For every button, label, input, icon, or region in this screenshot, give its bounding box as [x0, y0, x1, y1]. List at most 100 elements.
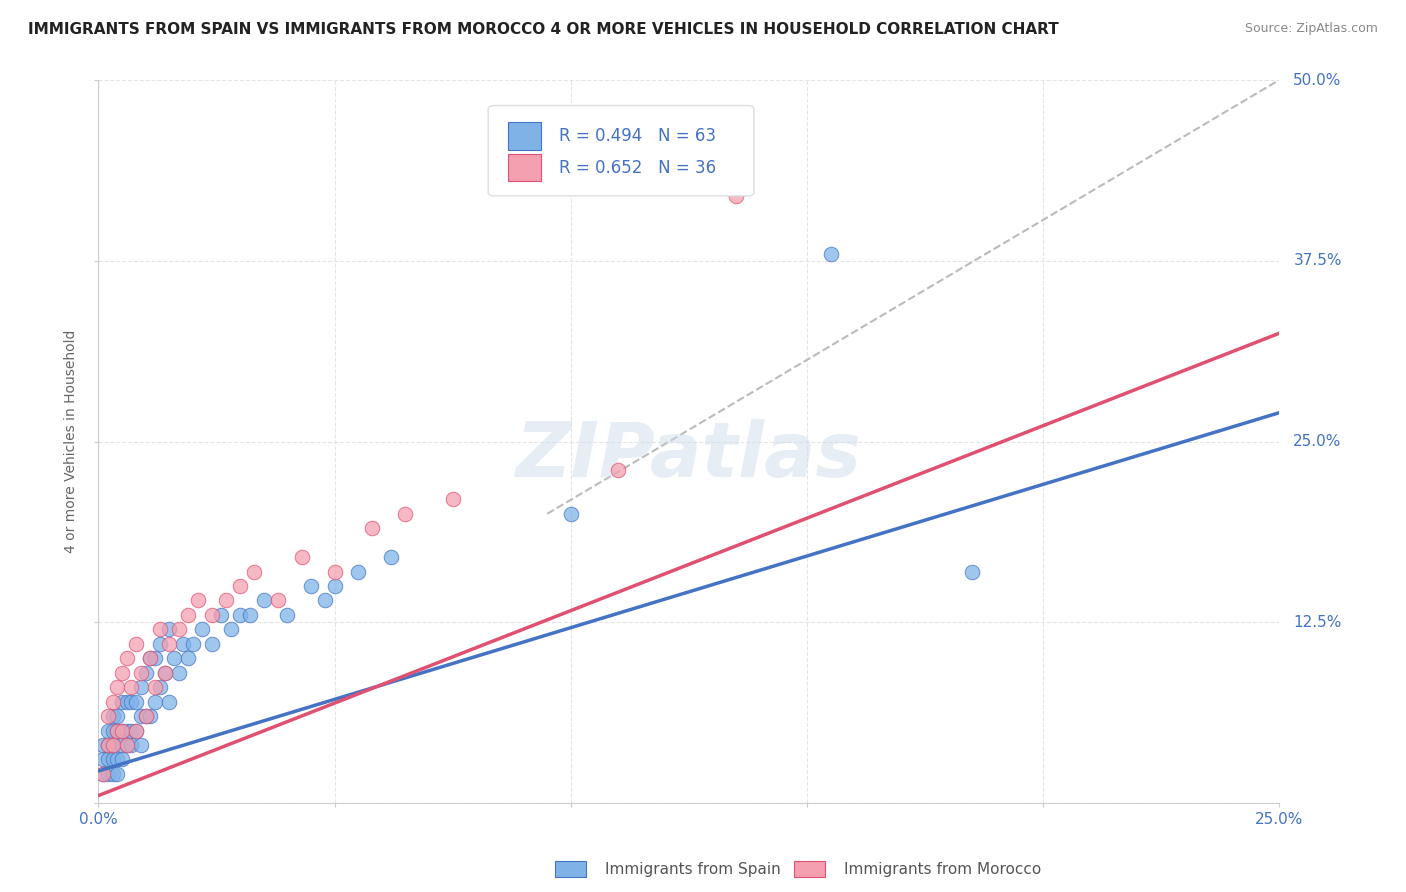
Point: [323, 579, 346, 593]
Point: [177, 607, 200, 622]
Point: [121, 723, 143, 738]
Point: [101, 767, 124, 781]
Point: [209, 607, 232, 622]
Text: Immigrants from Spain: Immigrants from Spain: [605, 863, 780, 877]
Point: [143, 680, 166, 694]
Point: [105, 767, 128, 781]
Point: [91, 767, 114, 781]
Point: [101, 709, 124, 723]
Point: [91, 767, 114, 781]
Text: 12.5%: 12.5%: [1294, 615, 1341, 630]
Point: [135, 709, 157, 723]
Point: [111, 723, 134, 738]
Bar: [508, 122, 541, 150]
Point: [125, 695, 148, 709]
Point: [191, 623, 214, 637]
Text: 37.5%: 37.5%: [1294, 253, 1341, 268]
Point: [91, 752, 114, 766]
Point: [111, 665, 134, 680]
Point: [121, 738, 143, 752]
Point: [101, 695, 124, 709]
Point: [105, 723, 128, 738]
Point: [172, 637, 194, 651]
Point: [97, 723, 120, 738]
Point: [215, 593, 238, 607]
Point: [157, 623, 180, 637]
Point: [125, 637, 148, 651]
Point: [105, 752, 128, 766]
Point: [560, 507, 582, 521]
Point: [129, 738, 152, 752]
Point: [347, 565, 370, 579]
Point: [323, 565, 346, 579]
Point: [153, 665, 176, 680]
Point: [129, 709, 152, 723]
Point: [121, 680, 143, 694]
Point: [111, 738, 134, 752]
Point: [101, 752, 124, 766]
Point: [111, 695, 134, 709]
Point: [276, 607, 298, 622]
Point: [115, 651, 138, 665]
Point: [607, 463, 630, 477]
Text: 25.0%: 25.0%: [1294, 434, 1341, 449]
Point: [239, 607, 262, 622]
Point: [97, 767, 120, 781]
Point: [143, 651, 166, 665]
Point: [201, 607, 224, 622]
Point: [153, 665, 176, 680]
Point: [157, 637, 180, 651]
Point: [135, 709, 157, 723]
Point: [139, 709, 162, 723]
Text: IMMIGRANTS FROM SPAIN VS IMMIGRANTS FROM MOROCCO 4 OR MORE VEHICLES IN HOUSEHOLD: IMMIGRANTS FROM SPAIN VS IMMIGRANTS FROM…: [28, 22, 1059, 37]
Point: [201, 637, 224, 651]
Point: [299, 579, 322, 593]
Point: [394, 507, 416, 521]
Point: [115, 695, 138, 709]
Point: [125, 723, 148, 738]
Point: [820, 246, 842, 260]
Point: [97, 752, 120, 766]
Point: [290, 550, 312, 565]
Point: [101, 723, 124, 738]
Point: [97, 738, 120, 752]
Point: [91, 738, 114, 752]
Point: [243, 565, 266, 579]
Point: [101, 738, 124, 752]
Point: [163, 651, 186, 665]
Point: [125, 723, 148, 738]
Text: Immigrants from Morocco: Immigrants from Morocco: [844, 863, 1040, 877]
Text: 50.0%: 50.0%: [1294, 73, 1341, 87]
Point: [115, 738, 138, 752]
Point: [135, 665, 157, 680]
Point: [121, 695, 143, 709]
Point: [115, 723, 138, 738]
Text: R = 0.652   N = 36: R = 0.652 N = 36: [560, 159, 716, 177]
Point: [219, 623, 242, 637]
Point: [149, 680, 172, 694]
Point: [167, 623, 190, 637]
Point: [157, 695, 180, 709]
Point: [129, 680, 152, 694]
Point: [187, 593, 209, 607]
Point: [105, 709, 128, 723]
Point: [111, 752, 134, 766]
Point: [149, 623, 172, 637]
Point: [139, 651, 162, 665]
Point: [962, 565, 984, 579]
Point: [229, 607, 252, 622]
Point: [149, 637, 172, 651]
Point: [314, 593, 336, 607]
Point: [167, 665, 190, 680]
Point: [253, 593, 276, 607]
Point: [105, 680, 128, 694]
Point: [129, 665, 152, 680]
Point: [361, 521, 384, 535]
Point: [441, 492, 464, 507]
Point: [380, 550, 402, 565]
Bar: [508, 154, 541, 181]
Point: [97, 709, 120, 723]
Text: R = 0.494   N = 63: R = 0.494 N = 63: [560, 127, 716, 145]
Y-axis label: 4 or more Vehicles in Household: 4 or more Vehicles in Household: [65, 330, 79, 553]
Point: [101, 738, 124, 752]
